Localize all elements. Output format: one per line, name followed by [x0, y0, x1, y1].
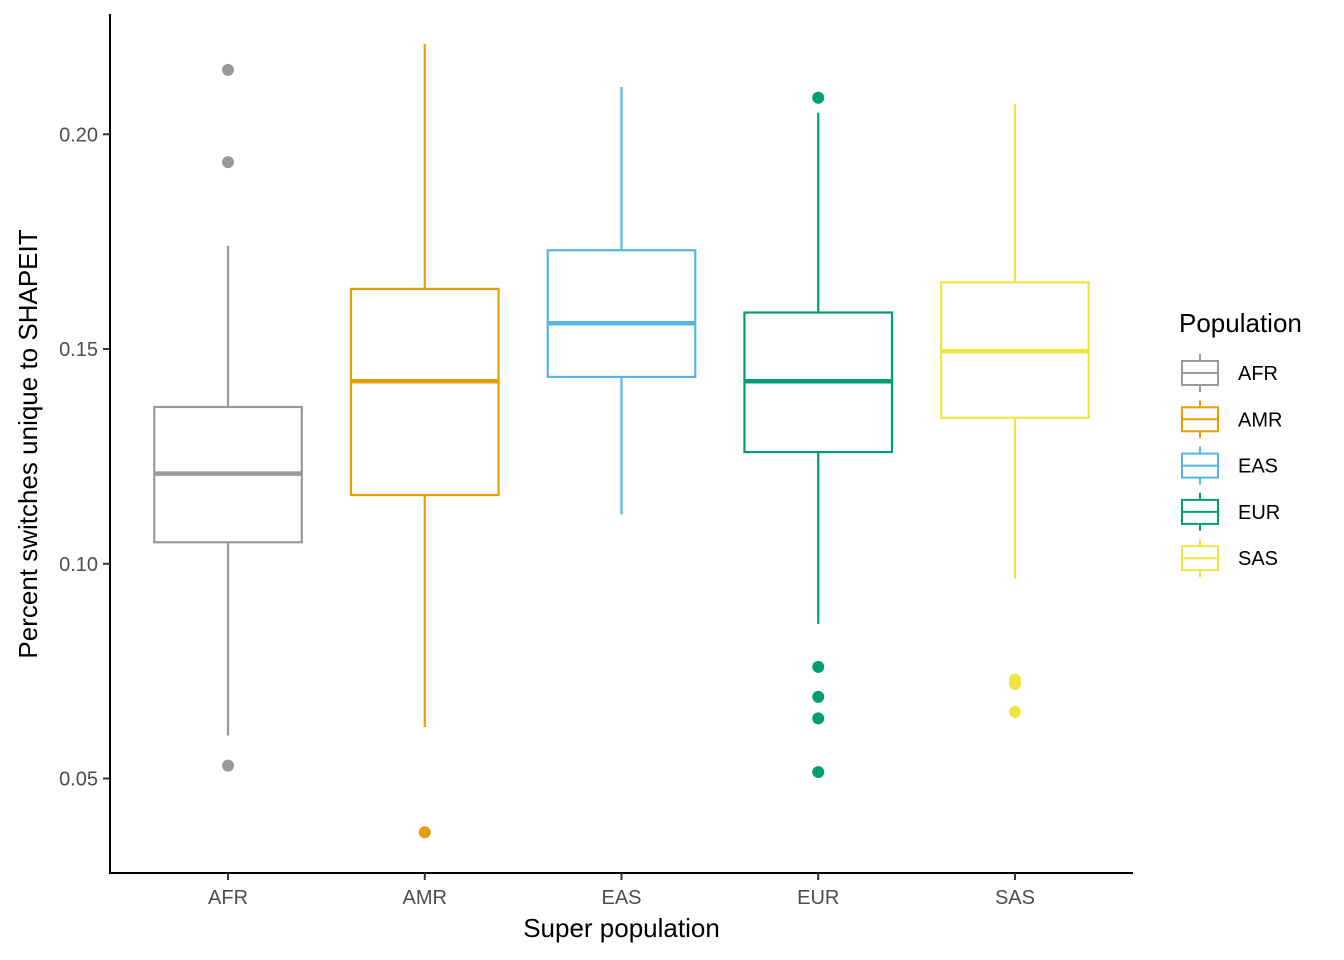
box-body — [349, 287, 500, 497]
y-tick-label: 0.10 — [59, 554, 98, 576]
box-eas — [546, 87, 697, 515]
box-body — [546, 249, 697, 379]
y-axis-title: Percent switches unique to SHAPEIT — [13, 229, 43, 658]
legend-label: AMR — [1238, 409, 1282, 431]
legend-item-afr: AFR — [1181, 354, 1278, 392]
legend-title: Population — [1179, 308, 1302, 338]
box-afr — [153, 63, 303, 772]
outlier-point — [1008, 678, 1021, 691]
legend-item-eas: EAS — [1181, 446, 1278, 485]
outlier-point — [812, 690, 825, 703]
legend-label: EAS — [1238, 456, 1278, 478]
x-tick-label: EAS — [601, 887, 641, 909]
box-sas — [940, 104, 1090, 718]
outlier-point — [222, 759, 235, 772]
x-tick-layer: AFR AMR EAS EUR SAS — [208, 873, 1035, 909]
box-amr — [349, 44, 500, 839]
box-layer — [153, 44, 1090, 839]
legend-label: EUR — [1238, 502, 1280, 524]
outlier-point — [812, 91, 825, 104]
y-tick-layer: 0.05 0.10 0.15 0.20 — [59, 124, 110, 791]
y-tick-label: 0.20 — [59, 124, 98, 146]
x-axis-title: Super population — [523, 913, 720, 943]
y-tick-label: 0.15 — [59, 339, 98, 361]
outlier-point — [222, 156, 235, 169]
outlier-point — [418, 826, 431, 839]
legend-label: AFR — [1238, 363, 1278, 385]
outlier-point — [812, 766, 825, 779]
outlier-point — [812, 712, 825, 725]
legend-item-amr: AMR — [1181, 400, 1282, 439]
x-tick-label: AMR — [403, 887, 447, 909]
legend-item-sas: SAS — [1181, 539, 1278, 578]
x-tick-label: SAS — [995, 887, 1035, 909]
y-tick-label: 0.05 — [59, 769, 98, 791]
x-tick-label: EUR — [797, 887, 839, 909]
x-tick-label: AFR — [208, 887, 248, 909]
legend-label: SAS — [1238, 548, 1278, 570]
legend: Population AFR AMR EAS EUR SAS — [1179, 308, 1302, 578]
legend-item-eur: EUR — [1181, 492, 1280, 531]
outlier-point — [222, 63, 235, 76]
outlier-point — [1008, 705, 1021, 718]
outlier-point — [812, 660, 825, 673]
box-eur — [743, 91, 894, 779]
